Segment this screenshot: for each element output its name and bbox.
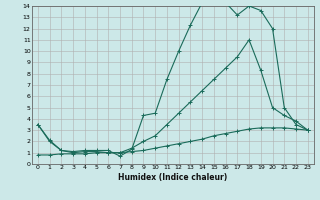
X-axis label: Humidex (Indice chaleur): Humidex (Indice chaleur) — [118, 173, 228, 182]
